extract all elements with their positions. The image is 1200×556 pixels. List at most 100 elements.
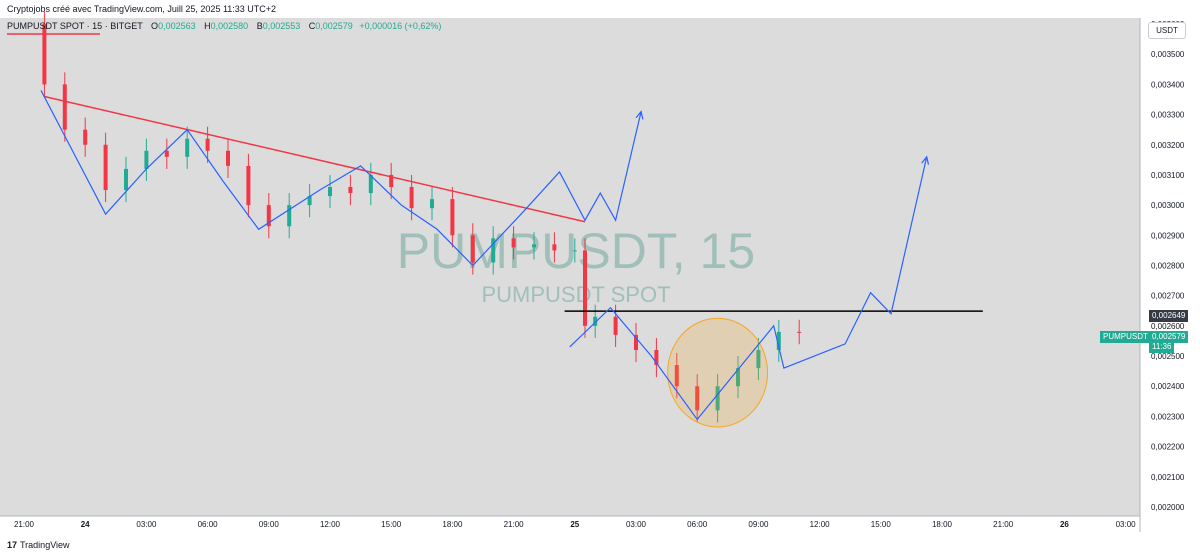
candle-22 [491, 226, 496, 275]
legend-open-value: 0,002563 [158, 21, 196, 31]
candle-28 [593, 304, 598, 338]
candles [42, 11, 802, 423]
price-tick-8: 0,002800 [1151, 261, 1185, 270]
price-tick-2: 0,003400 [1151, 80, 1185, 89]
time-tick-12: 09:00 [748, 520, 769, 529]
time-axis[interactable]: 21:00 24 03:00 06:00 09:00 12:00 15:00 18:00 21:… [14, 520, 1136, 529]
candle-38 [797, 319, 802, 345]
candle-15 [348, 174, 353, 206]
price-tick-9: 0,002700 [1151, 292, 1185, 301]
time-tick-0: 21:00 [14, 520, 35, 529]
bottom-highlight-ellipse [667, 317, 769, 428]
candle-20 [450, 187, 455, 248]
candle-13 [307, 184, 312, 218]
candle-3 [103, 132, 108, 203]
candle-30 [634, 322, 638, 363]
candle-23 [511, 226, 516, 260]
time-tick-6: 15:00 [381, 520, 402, 529]
candle-6 [164, 138, 169, 169]
price-tick-11: 0,002500 [1151, 352, 1185, 361]
time-tick-7: 18:00 [442, 520, 463, 529]
price-tick-10: 0,002600 [1151, 322, 1185, 331]
legend-open-label: O [151, 21, 159, 31]
price-tick-1: 0,003500 [1151, 50, 1185, 59]
time-tick-11: 06:00 [687, 520, 708, 529]
chart-author-line: Cryptojobs créé avec TradingView.com, Ju… [7, 4, 277, 14]
legend-change: +0,000016 (+0,62%) [359, 21, 442, 31]
candle-7 [185, 126, 190, 169]
current-symbol-tag: PUMPUSDT [1100, 331, 1151, 343]
legend-high-label: H [204, 21, 211, 31]
legend-symbol[interactable]: PUMPUSDT SPOT · 15 · BITGET [7, 21, 143, 31]
candle-34 [715, 374, 720, 423]
price-tick-16: 0,002000 [1151, 503, 1185, 512]
candle-31 [654, 337, 659, 378]
time-tick-17: 26 [1060, 520, 1069, 529]
currency-button[interactable]: USDT [1148, 22, 1186, 39]
candle-27 [583, 238, 587, 338]
time-tick-10: 03:00 [626, 520, 647, 529]
plot-background [0, 18, 1140, 516]
candle-5 [144, 138, 149, 181]
legend-high-value: 0,002580 [210, 21, 249, 31]
time-tick-8: 21:00 [504, 520, 525, 529]
candle-19 [430, 187, 434, 221]
time-tick-1: 24 [81, 520, 90, 529]
tradingview-footer: 17 TradingView [7, 540, 70, 550]
projection-b-arrowhead [921, 155, 930, 165]
price-tick-4: 0,003200 [1151, 141, 1185, 150]
time-tick-13: 12:00 [810, 520, 831, 529]
time-tick-3: 06:00 [198, 520, 219, 529]
time-tick-14: 15:00 [871, 520, 892, 529]
time-tick-9: 25 [570, 520, 579, 529]
candle-4 [124, 156, 128, 203]
level-price-tag: 0,002649 [1149, 310, 1189, 322]
projection-a-arrowhead [635, 110, 644, 120]
candle-33 [695, 374, 700, 423]
candle-11 [266, 193, 271, 239]
ohlc-legend: PUMPUSDT SPOT · 15 · BITGET O0,002563 H0… [7, 21, 441, 31]
watermark-sub: PUMPUSDT SPOT [481, 282, 670, 307]
candle-14 [328, 174, 332, 209]
candle-1 [62, 72, 67, 142]
candle-24 [532, 232, 536, 260]
price-tick-14: 0,002200 [1151, 443, 1185, 452]
legend-close-value: 0,002579 [315, 21, 353, 31]
projection-b-path [569, 156, 928, 421]
candle-10 [246, 153, 251, 218]
candle-37 [776, 319, 781, 363]
price-axis[interactable]: 0,0036000,0035000,0034000,0033000,003200… [1151, 20, 1185, 512]
bar-countdown-tag: 11:36 [1149, 341, 1175, 353]
legend-low-value: 0,002553 [262, 21, 301, 31]
candle-16 [368, 162, 373, 206]
candle-12 [287, 193, 292, 239]
legend-low-label: B [256, 21, 263, 31]
descending-trendline [44, 95, 586, 223]
candle-35 [736, 356, 740, 399]
legend-close-label: C [308, 21, 316, 31]
price-tick-5: 0,003100 [1151, 171, 1185, 180]
price-tick-13: 0,002300 [1151, 412, 1185, 421]
price-tick-3: 0,003300 [1151, 111, 1185, 120]
time-tick-5: 12:00 [320, 520, 341, 529]
candle-2 [83, 117, 88, 157]
candle-0 [42, 11, 47, 97]
candle-26 [572, 238, 577, 263]
projection-a-path [40, 90, 642, 267]
price-tick-12: 0,002400 [1151, 382, 1185, 391]
current-price-tag: 0,002579 [1149, 331, 1189, 343]
price-tick-15: 0,002100 [1151, 473, 1185, 482]
time-tick-18: 03:00 [1116, 520, 1137, 529]
candle-9 [226, 138, 230, 178]
time-tick-4: 09:00 [259, 520, 280, 529]
tradingview-brand: TradingView [20, 540, 70, 550]
drawings [7, 33, 983, 428]
time-tick-2: 03:00 [136, 520, 157, 529]
time-tick-16: 21:00 [993, 520, 1014, 529]
time-tick-15: 18:00 [932, 520, 953, 529]
candle-17 [389, 162, 394, 200]
tradingview-logo-icon: 17 [7, 540, 18, 550]
price-tick-7: 0,002900 [1151, 231, 1185, 240]
candle-8 [205, 126, 210, 163]
